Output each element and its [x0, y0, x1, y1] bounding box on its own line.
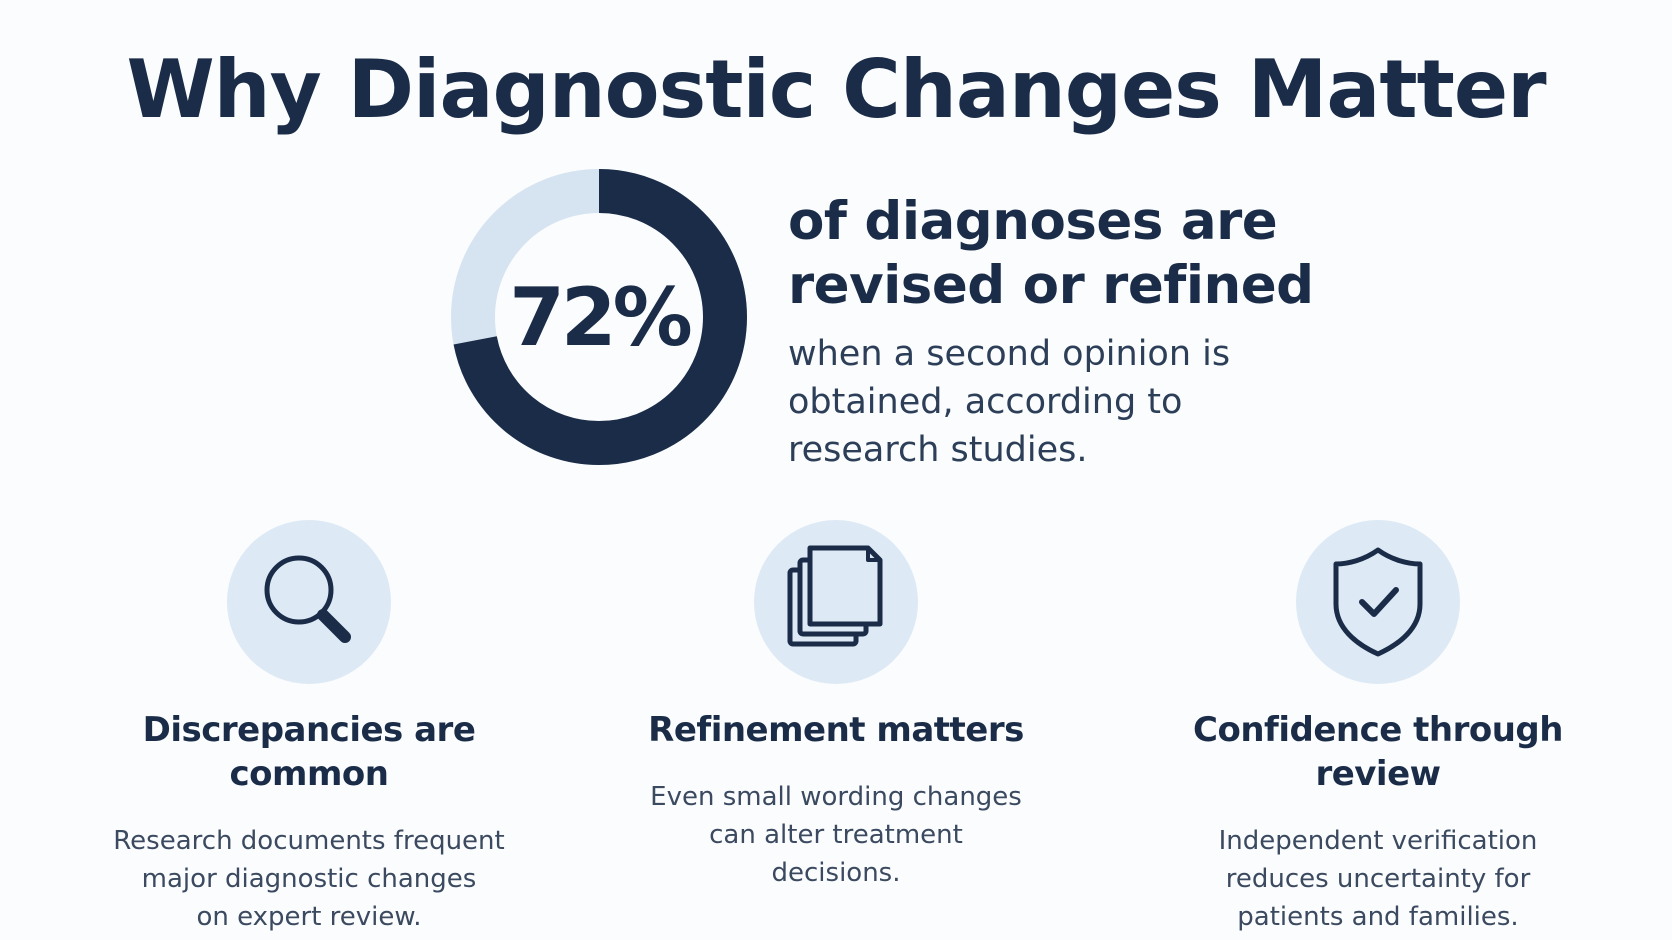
stat-subtext-line: research studies.	[788, 430, 1088, 470]
feature-title: Refinement matters	[648, 710, 1024, 750]
donut-ring	[451, 169, 747, 465]
icon-badge	[227, 520, 391, 684]
stat-subtext-line: when a second opinion is	[788, 334, 1231, 374]
feature-description-line: on expert review.	[196, 902, 422, 932]
feature-description-line: can alter treatment	[709, 820, 963, 850]
stat-headline-line: of diagnoses are	[788, 191, 1278, 252]
feature-description-line: Research documents frequent	[113, 826, 505, 856]
page-title: Why Diagnostic Changes Matter	[126, 43, 1546, 136]
feature-description-line: major diagnostic changes	[141, 864, 477, 894]
feature-title: Confidence through review	[1193, 710, 1563, 794]
feature-card-confidence: Confidence through review Independent ve…	[1128, 520, 1628, 936]
stat-subtext: when a second opinion is obtained, accor…	[788, 330, 1348, 474]
feature-description-line: patients and families.	[1237, 902, 1519, 932]
feature-description: Even small wording changes can alter tre…	[626, 778, 1046, 892]
feature-description-line: decisions.	[771, 858, 901, 888]
feature-description-line: reduces uncertainty for	[1225, 864, 1531, 894]
icon-badge	[1296, 520, 1460, 684]
stat-subtext-line: obtained, according to	[788, 382, 1183, 422]
feature-description: Research documents frequent major diagno…	[99, 822, 519, 936]
stat-headline: of diagnoses are revised or refined	[788, 190, 1348, 318]
feature-description-line: Independent verification	[1218, 826, 1538, 856]
donut-chart: 72%	[450, 168, 748, 466]
feature-card-discrepancies: Discrepancies are common Research docume…	[59, 520, 559, 936]
stacked-documents-icon	[787, 545, 883, 647]
feature-card-refinement: Refinement matters Even small wording ch…	[586, 520, 1086, 892]
shield-check-icon	[1333, 547, 1423, 657]
feature-description-line: Even small wording changes	[650, 782, 1022, 812]
feature-description: Independent verification reduces uncerta…	[1168, 822, 1588, 936]
stat-description: of diagnoses are revised or refined when…	[788, 190, 1348, 474]
magnifying-glass-icon	[264, 555, 351, 643]
percent-value: 72%	[509, 270, 692, 364]
stat-headline-line: revised or refined	[788, 255, 1314, 316]
donut-filled-arc	[451, 169, 747, 465]
icon-badge	[754, 520, 918, 684]
feature-title: Discrepancies are common	[142, 710, 476, 794]
